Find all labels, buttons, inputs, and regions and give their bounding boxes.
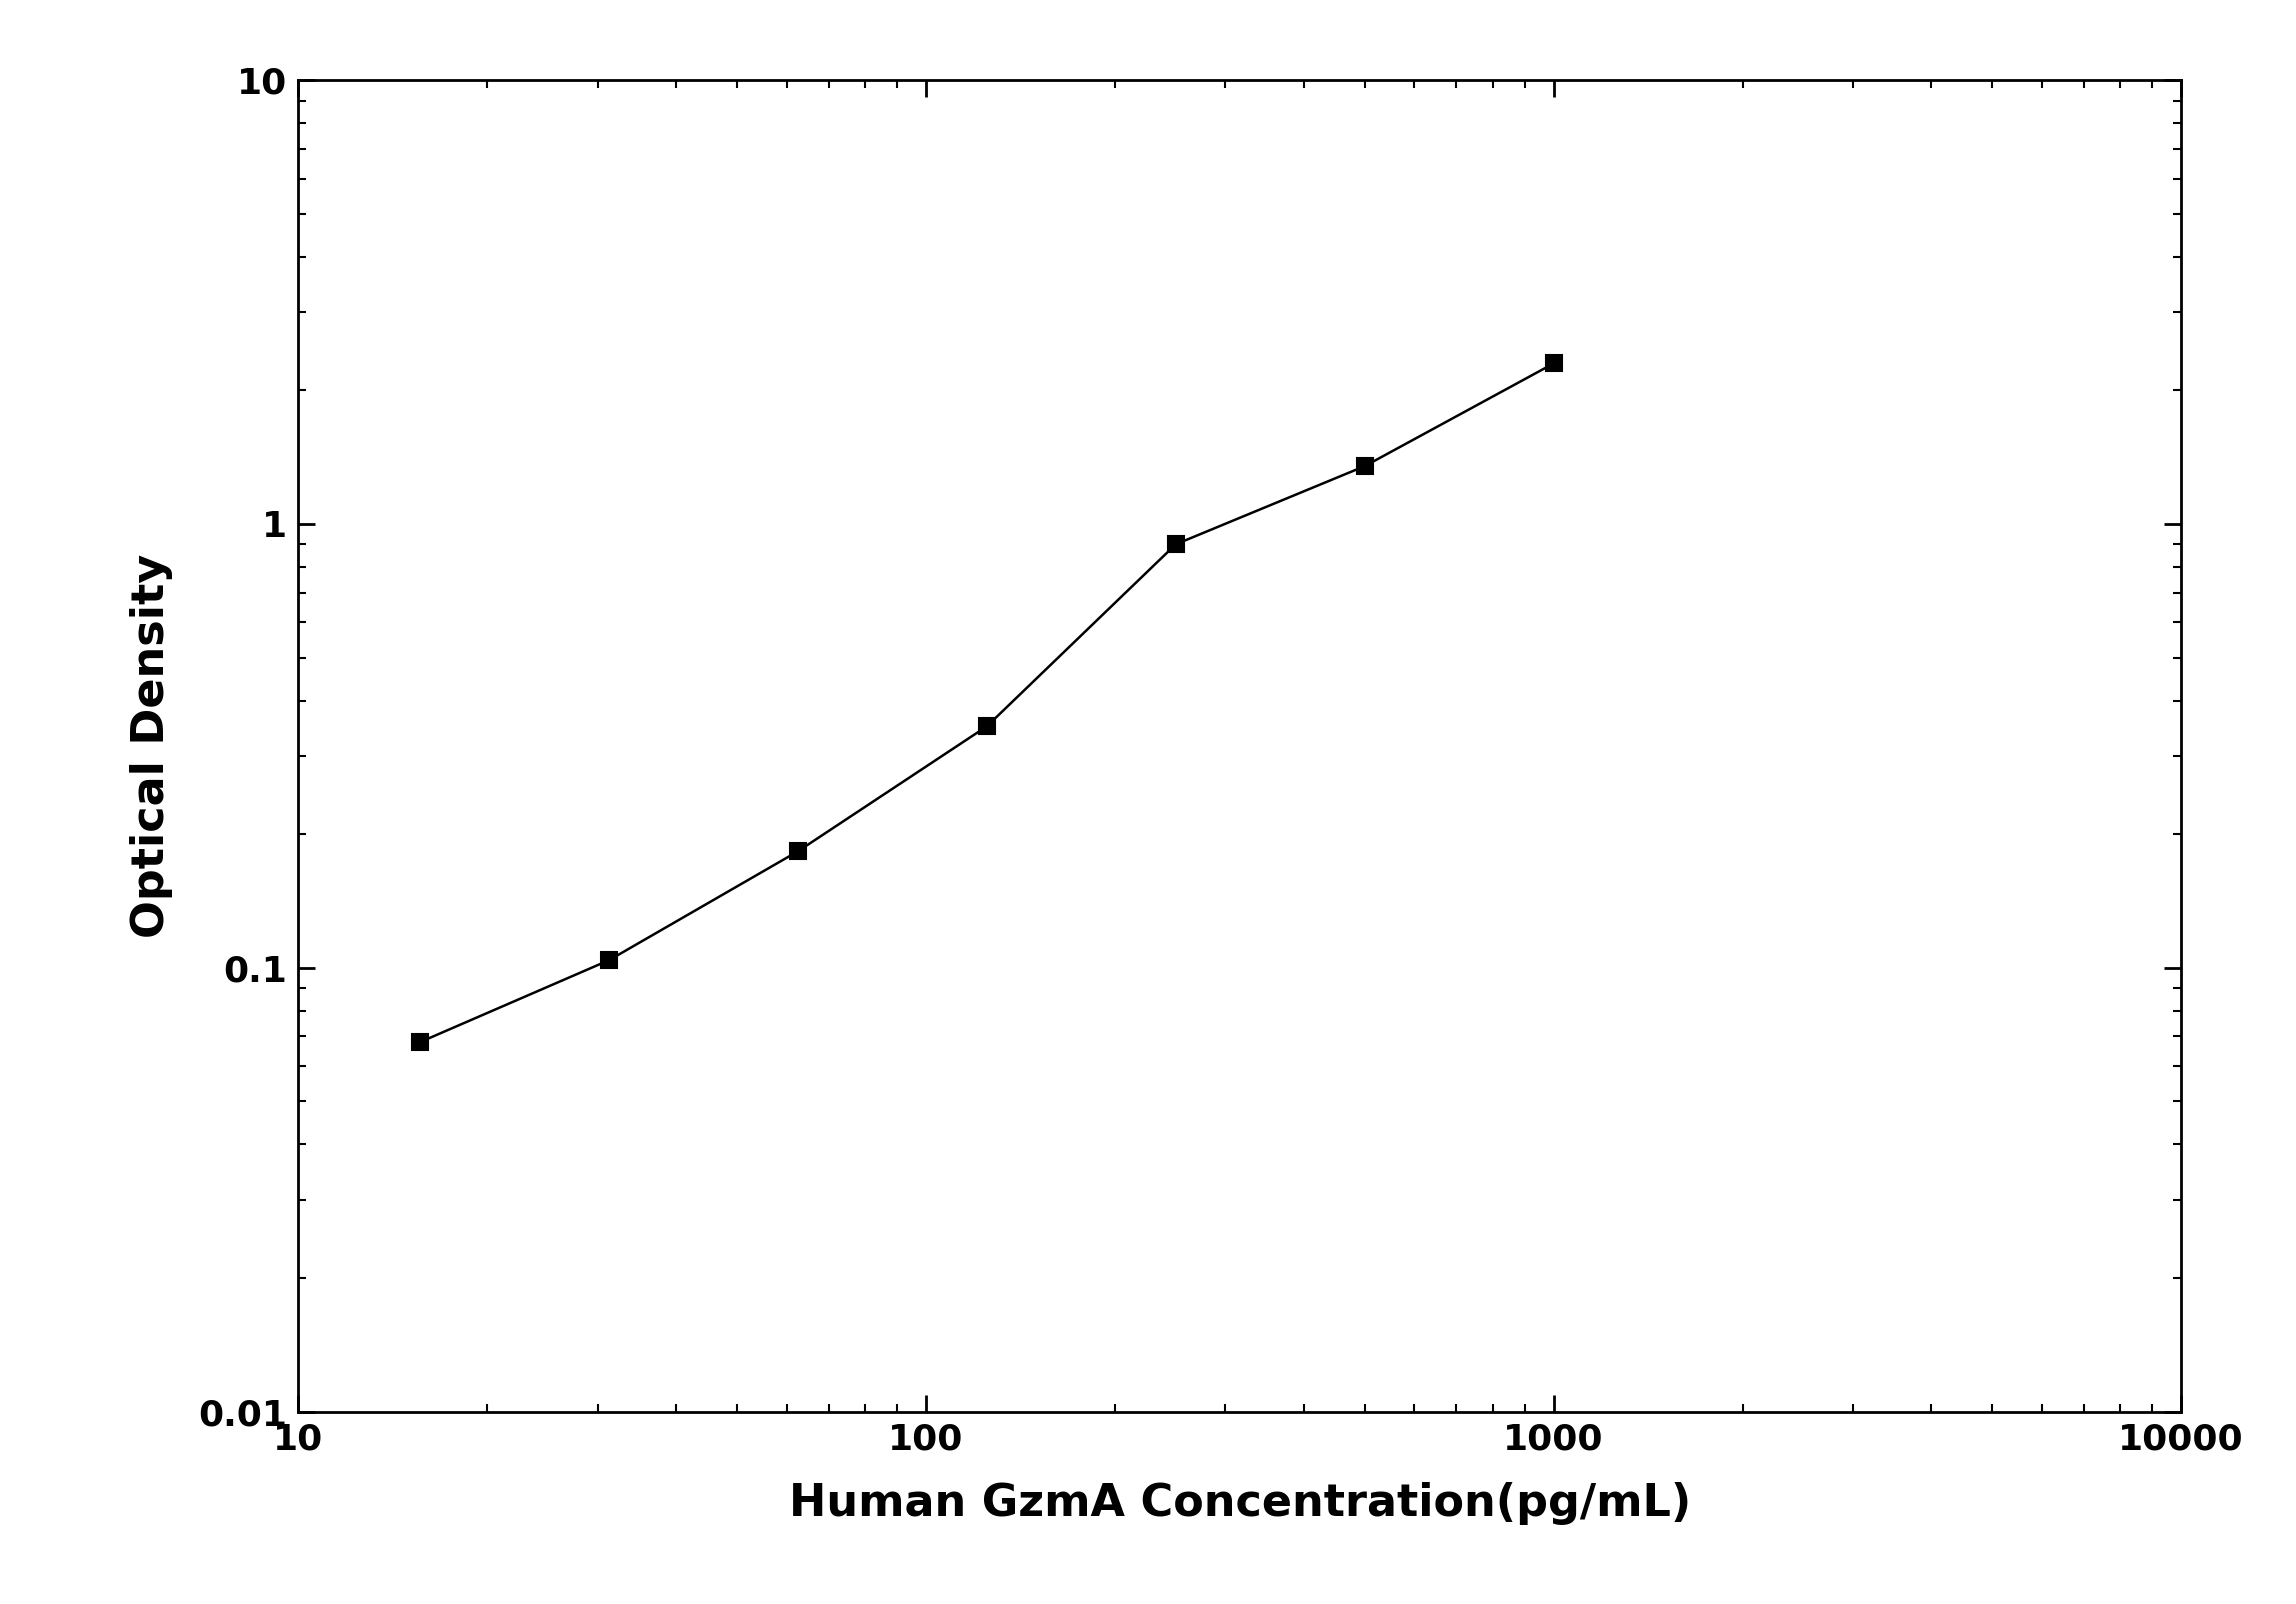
X-axis label: Human GzmA Concentration(pg/mL): Human GzmA Concentration(pg/mL) <box>790 1482 1690 1525</box>
Y-axis label: Optical Density: Optical Density <box>131 553 174 938</box>
